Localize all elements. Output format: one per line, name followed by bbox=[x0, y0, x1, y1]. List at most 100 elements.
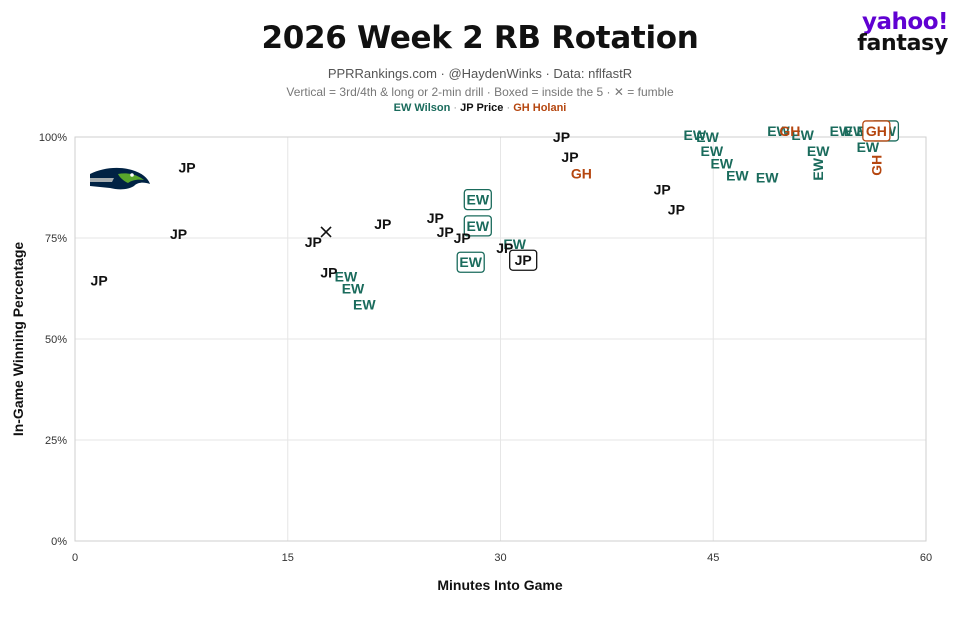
inside-five-box bbox=[509, 249, 538, 271]
point-label: JP bbox=[178, 159, 195, 175]
fantasy-logo-text: fantasy bbox=[857, 30, 948, 56]
point-jp-price: JP bbox=[454, 230, 471, 246]
point-label: EW bbox=[756, 169, 779, 185]
point-label: JP bbox=[305, 234, 322, 250]
chart-title: 2026 Week 2 RB Rotation bbox=[261, 20, 699, 56]
seahawks-logo-icon bbox=[90, 167, 150, 190]
point-ew-wilson: EW bbox=[791, 127, 814, 143]
grid-lines bbox=[75, 137, 926, 541]
x-tick-label: 45 bbox=[707, 552, 719, 564]
point-ew-wilson: EW bbox=[696, 129, 719, 145]
point-label: JP bbox=[515, 252, 532, 268]
point-label: EW bbox=[810, 157, 826, 180]
point-ew-wilson: EW bbox=[463, 215, 492, 237]
point-ew-wilson: EW bbox=[756, 169, 779, 185]
legend-item-jp-price: JP Price bbox=[460, 102, 504, 114]
point-ew-wilson: EW bbox=[701, 143, 724, 159]
point-label: EW bbox=[830, 123, 853, 139]
point-label: GH bbox=[868, 155, 884, 176]
inside-five-box bbox=[456, 251, 485, 273]
point-jp-price: JP bbox=[91, 272, 108, 288]
point-label: JP bbox=[170, 226, 187, 242]
chart-subtitle: PPRRankings.com · @HaydenWinks · Data: n… bbox=[327, 66, 633, 81]
point-jp-price: JP bbox=[553, 129, 570, 145]
point-label: JP bbox=[496, 240, 513, 256]
point-label: EW bbox=[767, 123, 790, 139]
x-tick-label: 0 bbox=[72, 552, 78, 564]
point-ew-wilson: EW bbox=[353, 297, 376, 313]
point-jp-price: JP bbox=[427, 210, 444, 226]
point-jp-price: JP bbox=[170, 226, 187, 242]
plot-area-border bbox=[74, 136, 927, 542]
x-tick-label: 60 bbox=[920, 552, 932, 564]
point-jp-price: JP bbox=[509, 249, 538, 271]
legend-separator: · bbox=[453, 102, 458, 114]
point-label: GH bbox=[571, 165, 592, 181]
inside-five-box bbox=[463, 215, 492, 237]
y-tick-label: 100% bbox=[39, 132, 67, 144]
point-ew-wilson: EW bbox=[463, 188, 492, 211]
point-label: EW bbox=[701, 143, 724, 159]
point-ew-wilson: EW bbox=[456, 251, 485, 273]
y-tick-label: 0% bbox=[51, 536, 67, 548]
point-label: JP bbox=[320, 264, 337, 280]
point-gh-holani: GH bbox=[862, 120, 891, 142]
point-label: GH bbox=[779, 123, 800, 139]
point-jp-price: JP bbox=[178, 159, 195, 175]
legend-separator: · bbox=[506, 102, 511, 114]
point-label: JP bbox=[374, 216, 391, 232]
y-tick-label: 50% bbox=[45, 334, 67, 346]
point-label: EW bbox=[353, 297, 376, 313]
point-label: JP bbox=[668, 202, 685, 218]
point-label: JP bbox=[553, 129, 570, 145]
point-label: EW bbox=[696, 129, 719, 145]
axis-ticks: 0 15 30 45 60 0% 25% 50% 75% 100% bbox=[39, 132, 932, 564]
point-label: EW bbox=[807, 143, 830, 159]
point-label: JP bbox=[654, 182, 671, 198]
point-label: JP bbox=[561, 149, 578, 165]
point-label: EW bbox=[503, 236, 526, 252]
point-gh-holani: GH bbox=[868, 155, 884, 176]
point-label: JP bbox=[454, 230, 471, 246]
inside-five-box bbox=[862, 120, 891, 142]
y-tick-label: 75% bbox=[45, 233, 67, 245]
point-jp-price: JP bbox=[668, 202, 685, 218]
point-jp-price: JP bbox=[374, 216, 391, 232]
point-jp-price: JP bbox=[320, 264, 337, 280]
point-label: EW bbox=[335, 268, 358, 284]
point-ew-wilson: EW bbox=[830, 123, 853, 139]
point-gh-holani: GH bbox=[779, 123, 800, 139]
inside-five-box bbox=[463, 188, 492, 211]
x-axis-label: Minutes Into Game bbox=[437, 577, 562, 593]
point-label: EW bbox=[684, 127, 707, 143]
point-label: JP bbox=[427, 210, 444, 226]
x-tick-label: 30 bbox=[494, 552, 506, 564]
point-label: EW bbox=[710, 155, 733, 171]
point-label: JP bbox=[91, 272, 108, 288]
point-jp-price: JP bbox=[496, 240, 513, 256]
point-label: EW bbox=[467, 192, 490, 208]
y-axis-label: In-Game Winning Percentage bbox=[10, 242, 26, 437]
point-jp-price: JP bbox=[654, 182, 671, 198]
point-label: EW bbox=[844, 123, 867, 139]
point-ew-wilson: EW bbox=[767, 123, 790, 139]
point-ew-wilson: EW bbox=[503, 236, 526, 252]
y-tick-label: 25% bbox=[45, 435, 67, 447]
point-label: EW bbox=[467, 218, 490, 234]
point-ew-wilson: EW bbox=[857, 139, 880, 155]
point-ew-wilson: EW bbox=[726, 167, 749, 183]
legend: EW Wilson · JP Price · GH Holani bbox=[0, 102, 960, 114]
point-label: EW bbox=[459, 254, 482, 270]
point-ew-wilson: EW bbox=[684, 127, 707, 143]
point-ew-wilson: EW bbox=[810, 157, 826, 180]
legend-item-gh-holani: GH Holani bbox=[513, 102, 567, 114]
point-jp-price: JP bbox=[437, 224, 454, 240]
point-ew-wilson: EW bbox=[844, 123, 867, 139]
point-jp-price: JP bbox=[561, 149, 578, 165]
chart-note: Vertical = 3rd/4th & long or 2-min drill… bbox=[286, 85, 674, 99]
point-label: GH bbox=[866, 123, 887, 139]
yahoo-logo-text: yahoo! bbox=[862, 9, 948, 35]
point-label: EW bbox=[857, 139, 880, 155]
point-ew-wilson: EW bbox=[342, 281, 365, 297]
